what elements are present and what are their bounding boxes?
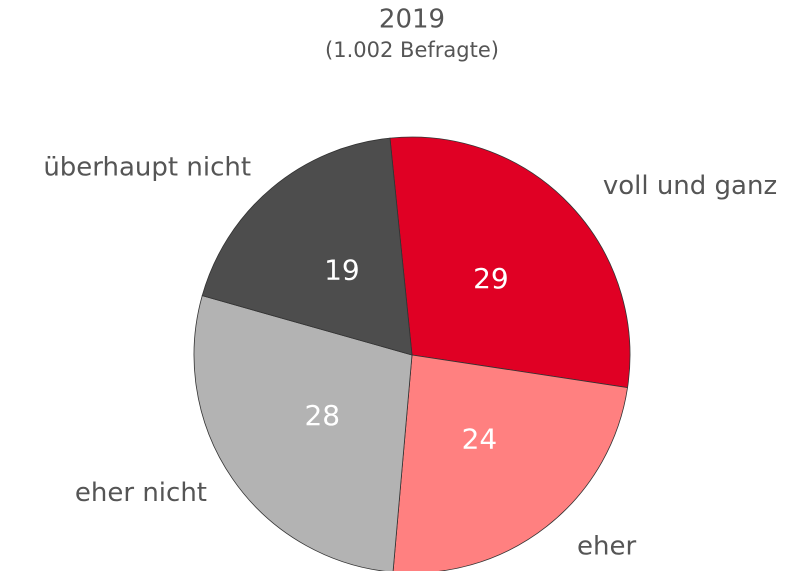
pie-slice bbox=[193, 295, 413, 571]
category-label: überhaupt nicht bbox=[43, 152, 251, 182]
category-label: eher nicht bbox=[75, 478, 207, 508]
value-label: 29 bbox=[473, 262, 509, 295]
pie-slice bbox=[201, 137, 413, 356]
value-label: 19 bbox=[324, 254, 360, 287]
chart-subtitle: (1.002 Befragte) bbox=[325, 38, 499, 62]
category-label: eher bbox=[577, 531, 636, 561]
category-label: voll und ganz bbox=[603, 171, 777, 201]
chart-title: 2019 bbox=[379, 5, 445, 35]
pie-slice bbox=[392, 354, 629, 571]
value-label: 28 bbox=[304, 399, 340, 432]
value-label: 24 bbox=[462, 423, 498, 456]
pie-slice bbox=[389, 136, 631, 389]
